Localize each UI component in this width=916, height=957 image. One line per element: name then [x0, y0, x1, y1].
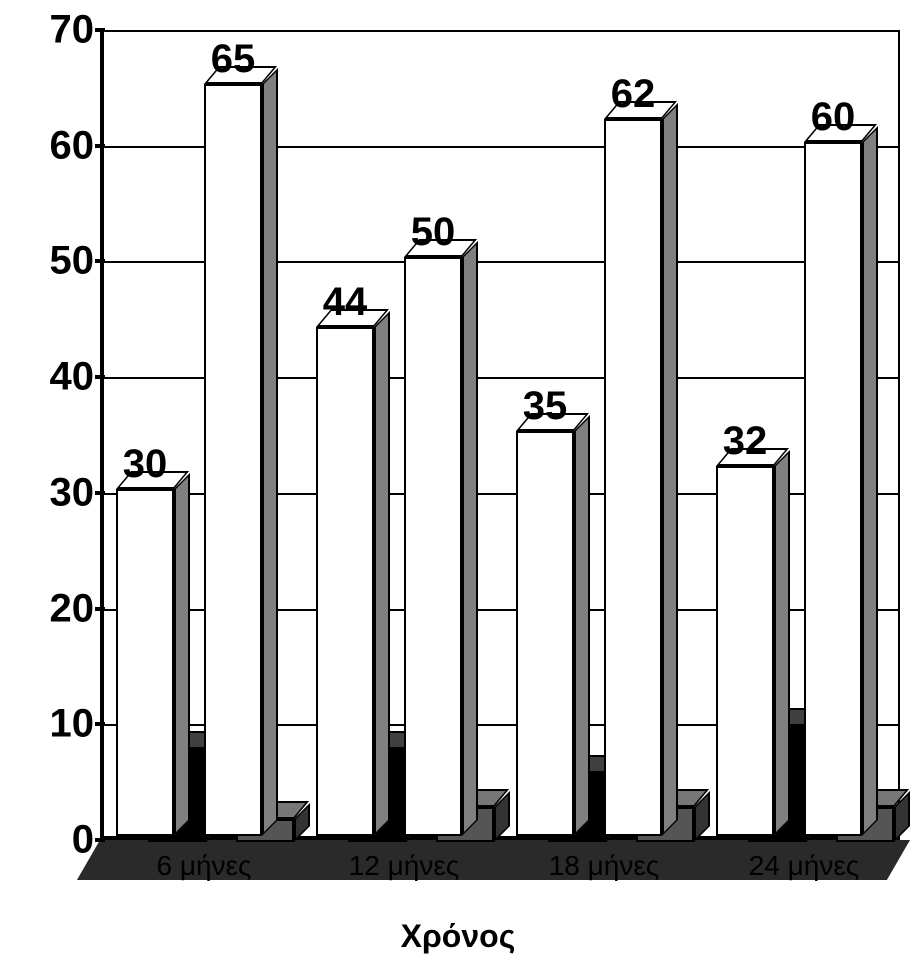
y-tick-mark — [95, 259, 105, 263]
bar-value-label: 44 — [323, 280, 368, 325]
bar-front — [316, 327, 374, 836]
bar-series-c: 60 — [804, 142, 862, 836]
bar-front — [404, 257, 462, 836]
bar-side — [662, 103, 678, 836]
bar-front — [804, 142, 862, 836]
bar-series-c: 50 — [404, 257, 462, 836]
bar-value-label: 32 — [723, 419, 768, 464]
bar-side — [862, 126, 878, 836]
bar-side — [462, 241, 478, 836]
y-tick-mark — [95, 838, 105, 842]
bar-side — [574, 415, 590, 836]
x-tick-label: 12 μήνες — [349, 850, 460, 882]
x-tick-label: 6 μήνες — [156, 850, 251, 882]
y-tick-label: 30 — [14, 470, 94, 515]
x-tick-label: 18 μήνες — [549, 850, 660, 882]
bar-value-label: 60 — [811, 95, 856, 140]
y-tick-mark — [95, 144, 105, 148]
bar-series-a: 35 — [516, 431, 574, 836]
bar-front — [116, 489, 174, 836]
bar-side — [774, 450, 790, 836]
y-tick-mark — [95, 607, 105, 611]
y-tick-label: 60 — [14, 123, 94, 168]
bar-series-c: 65 — [204, 84, 262, 836]
bar-value-label: 62 — [611, 72, 656, 117]
y-tick-label: 70 — [14, 8, 94, 53]
bar-value-label: 50 — [411, 210, 456, 255]
bar-side — [374, 311, 390, 836]
bar-front — [204, 84, 262, 836]
y-tick-label: 10 — [14, 702, 94, 747]
bar-front — [516, 431, 574, 836]
bar-series-c: 62 — [604, 119, 662, 836]
bar-value-label: 65 — [211, 37, 256, 82]
y-tick-label: 40 — [14, 355, 94, 400]
y-tick-label: 50 — [14, 239, 94, 284]
bar-side — [174, 473, 190, 836]
y-tick-mark — [95, 722, 105, 726]
y-tick-label: 20 — [14, 586, 94, 631]
x-tick-label: 24 μήνες — [749, 850, 860, 882]
bar-side — [262, 68, 278, 836]
bar-series-a: 32 — [716, 466, 774, 836]
chart-plot-area: 30656 μήνες445012 μήνες356218 μήνες32602… — [100, 30, 900, 840]
bar-value-label: 35 — [523, 384, 568, 429]
y-tick-mark — [95, 491, 105, 495]
bar-value-label: 30 — [123, 442, 168, 487]
grid-line — [104, 30, 898, 32]
y-tick-mark — [95, 28, 105, 32]
bar-front — [716, 466, 774, 836]
bar-series-a: 30 — [116, 489, 174, 836]
bar-series-a: 44 — [316, 327, 374, 836]
y-tick-mark — [95, 375, 105, 379]
bar-chart: 30656 μήνες445012 μήνες356218 μήνες32602… — [0, 0, 916, 957]
x-axis-title: Χρόνος — [401, 918, 516, 955]
y-tick-label: 0 — [14, 818, 94, 863]
bar-front — [604, 119, 662, 836]
